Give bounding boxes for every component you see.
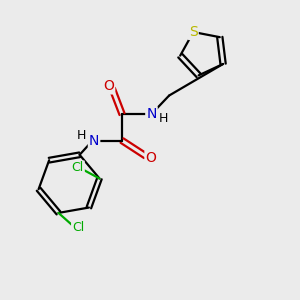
Text: H: H (77, 129, 86, 142)
Text: O: O (146, 151, 156, 165)
Text: H: H (159, 112, 169, 125)
Text: Cl: Cl (72, 220, 84, 233)
Text: S: S (189, 25, 198, 39)
Text: Cl: Cl (72, 161, 84, 174)
Text: N: N (89, 134, 99, 148)
Text: O: O (103, 80, 114, 93)
Text: N: N (146, 107, 157, 121)
